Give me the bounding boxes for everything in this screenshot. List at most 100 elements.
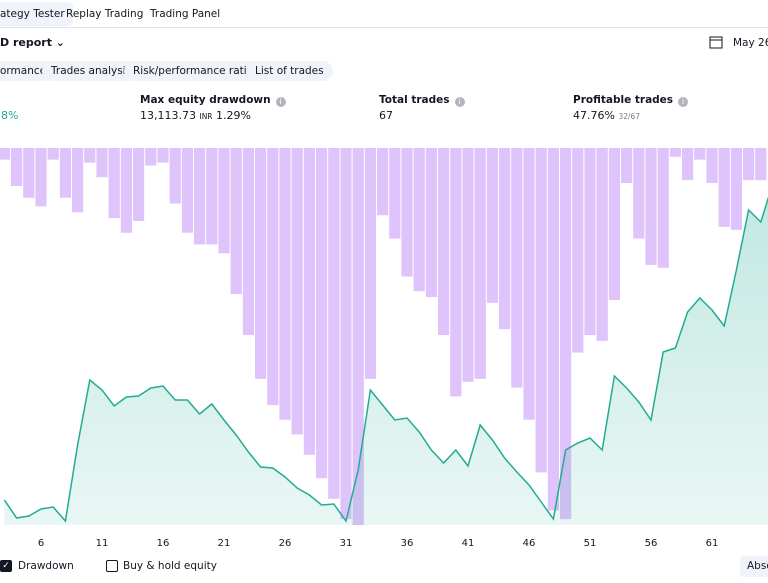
drawdown-bar [486,148,498,303]
drawdown-bar [35,148,47,207]
x-tick-label: 46 [523,538,536,549]
drawdown-bar [120,148,132,233]
x-tick-label: 36 [401,538,414,549]
drawdown-bar [267,148,279,406]
drawdown-bar [547,148,559,511]
drawdown-bar [377,148,389,216]
drawdown-bar [730,148,742,230]
metric-value: 67 [379,109,393,122]
drawdown-bar [645,148,657,265]
drawdown-bar [84,148,96,163]
drawdown-bar [450,148,462,397]
legend-label: Buy & hold equity [123,560,217,572]
drawdown-bar [401,148,413,277]
pill[interactable]: Trades analysis [42,61,141,81]
drawdown-bar [72,148,84,213]
x-tick-label: 56 [645,538,658,549]
drawdown-bar [474,148,486,379]
button[interactable]: Abso [740,556,768,577]
drawdown-bar [145,148,157,166]
pill[interactable]: ormance [0,61,56,81]
drawdown-bar [535,148,547,473]
drawdown-bar [572,148,584,353]
drawdown-bar [303,148,315,455]
drawdown-bar [657,148,669,268]
drawdown-bar [242,148,254,336]
drawdown-bar [743,148,755,181]
drawdown-bar [718,148,730,227]
pill[interactable]: Risk/performance ratios [124,61,268,81]
drawdown-bar [23,148,35,198]
legend-label: Drawdown [18,560,74,572]
x-tick-label: 61 [706,538,719,549]
equity-line [3,196,768,523]
drawdown-bar [389,148,401,239]
drawdown-bar [181,148,193,233]
metric-label: Max equity drawdown [140,94,271,106]
date[interactable]: May 26, [733,37,768,49]
x-tick-label: 11 [96,538,109,549]
metric-label: Profitable trades [573,94,674,106]
drawdown-bar [608,148,620,300]
drawdown-bar [596,148,608,341]
drawdown-bar [11,148,23,186]
drawdown-bar [560,148,572,520]
tab[interactable]: ategy Tester [0,2,73,26]
drawdown-bar [694,148,706,160]
drawdown-bar [47,148,59,160]
metric: Total trades i [379,93,465,107]
drawdown-bar [425,148,437,298]
info-icon[interactable]: i [275,97,286,107]
metric-extra: 32/67 [618,112,641,121]
drawdown-bar [438,148,450,336]
metric-value: 28% [0,109,19,122]
metric-value: 13,113.73 [140,109,196,122]
drawdown-bar [706,148,718,184]
drawdown-bar [499,148,511,330]
report-select[interactable]: D report ⌄ [0,36,66,49]
drawdown-bar [0,148,10,160]
drawdown-bar [230,148,242,295]
drawdown-bar [157,148,169,163]
drawdown-bar [511,148,523,388]
drawdown-bar [108,148,120,219]
x-tick-label: 6 [38,538,44,549]
metric: 13,113.73 INR 1.29% [140,109,251,122]
metric-value: 47.76% [573,109,615,122]
chart: 6 11 16 21 26 31 36 41 46 51 56 61 [0,148,768,549]
pill[interactable]: List of trades [246,61,333,81]
drawdown-bar [669,148,681,157]
drawdown-bar [352,148,364,525]
drawdown-bar [328,148,340,499]
x-tick-label: 51 [584,538,597,549]
x-tick-label: 16 [157,538,170,549]
metric-label: Total trades [379,94,450,106]
x-tick-label: 26 [279,538,292,549]
tab[interactable]: Trading Panel [150,8,221,20]
drawdown-bar [169,148,181,204]
drawdown-bar [523,148,535,420]
tab[interactable]: Replay Trading [66,8,144,20]
x-tick-label: 21 [218,538,231,549]
info-icon[interactable]: i [678,97,689,107]
drawdown-bar [96,148,108,178]
drawdown-bar [364,148,376,379]
drawdown-bar [133,148,145,222]
drawdown-bar [255,148,267,379]
drawdown-bar [194,148,206,245]
metric: Profitable trades i [573,93,689,107]
drawdown-bar [413,148,425,292]
metric: 47.76% 32/67 [573,109,640,122]
info-icon[interactable]: i [454,97,465,107]
checkbox[interactable] [106,560,118,572]
report-name: D report [0,36,52,49]
drawdown-bar [206,148,218,245]
drawdown-bar [621,148,633,184]
drawdown-bar [279,148,291,420]
checkbox[interactable]: ✓ [0,560,12,572]
calendar-icon [709,36,723,49]
divider [0,27,768,28]
drawdown-bar [291,148,303,435]
drawdown-bar [316,148,328,479]
